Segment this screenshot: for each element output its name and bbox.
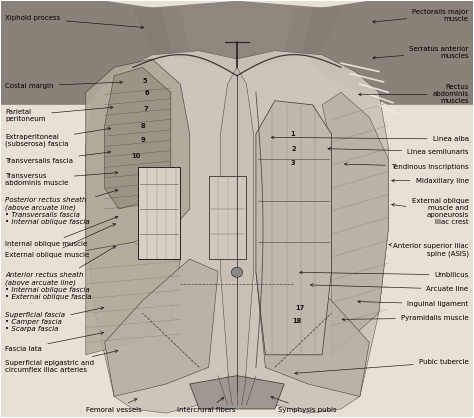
Text: 17: 17 — [296, 305, 305, 311]
Text: Intercrural fibers: Intercrural fibers — [177, 398, 236, 413]
Text: Pubic tubercle: Pubic tubercle — [295, 359, 469, 375]
Polygon shape — [303, 1, 474, 105]
Text: 10: 10 — [132, 153, 141, 159]
Text: Xiphoid process: Xiphoid process — [5, 15, 144, 29]
Polygon shape — [322, 92, 388, 355]
Text: Rectus
abdominis
muscles: Rectus abdominis muscles — [359, 84, 469, 104]
Text: Linea alba: Linea alba — [271, 136, 469, 142]
Polygon shape — [256, 259, 369, 397]
Text: Parietal
peritoneum: Parietal peritoneum — [5, 106, 113, 122]
Text: Superficial epigastric and
circumflex iliac arteries: Superficial epigastric and circumflex il… — [5, 350, 118, 373]
Polygon shape — [105, 259, 218, 397]
Text: 8: 8 — [141, 122, 146, 129]
Polygon shape — [86, 5, 190, 92]
Text: Anterior rectus sheath
(above arcuate line)
• Internal oblique fascia
• External: Anterior rectus sheath (above arcuate li… — [5, 246, 116, 300]
Text: Tendinous Inscriptions: Tendinous Inscriptions — [345, 163, 469, 170]
Circle shape — [231, 268, 243, 277]
Polygon shape — [209, 176, 246, 259]
Polygon shape — [220, 67, 254, 397]
Text: 1: 1 — [291, 131, 295, 137]
Text: 2: 2 — [292, 145, 296, 152]
Text: Transversalis fascia: Transversalis fascia — [5, 151, 110, 164]
Polygon shape — [133, 1, 341, 71]
Text: Umbilicus: Umbilicus — [300, 271, 469, 278]
Text: Costal margin: Costal margin — [5, 81, 122, 89]
Text: External oblique muscle: External oblique muscle — [5, 224, 116, 258]
Polygon shape — [190, 376, 284, 409]
Text: Femoral vessels: Femoral vessels — [86, 399, 142, 413]
Text: 18: 18 — [292, 318, 301, 324]
Text: 6: 6 — [145, 90, 149, 96]
Text: Symphysis pubis: Symphysis pubis — [271, 396, 336, 413]
Polygon shape — [138, 167, 180, 259]
Polygon shape — [86, 59, 190, 251]
Text: 9: 9 — [140, 137, 145, 143]
Polygon shape — [0, 1, 171, 105]
Text: Internal oblique muscle: Internal oblique muscle — [5, 216, 118, 247]
Text: Serratus anterior
muscles: Serratus anterior muscles — [373, 46, 469, 59]
Text: 3: 3 — [291, 160, 295, 166]
Text: Extraperitoneal
(subserosa) fascia: Extraperitoneal (subserosa) fascia — [5, 127, 111, 147]
Text: Inguinal ligament: Inguinal ligament — [358, 300, 469, 307]
Text: 7: 7 — [144, 106, 148, 112]
Polygon shape — [284, 5, 388, 92]
Text: Pectoralis major
muscle: Pectoralis major muscle — [373, 9, 469, 23]
Polygon shape — [105, 67, 171, 209]
Text: Anterior superior iliac
spine (ASIS): Anterior superior iliac spine (ASIS) — [389, 243, 469, 257]
Text: Linea semilunaris: Linea semilunaris — [328, 148, 469, 155]
Polygon shape — [256, 101, 331, 355]
Text: Midaxillary line: Midaxillary line — [392, 178, 469, 184]
Text: Fascia lata: Fascia lata — [5, 332, 104, 352]
Polygon shape — [86, 51, 388, 413]
Text: Posterior rectus sheath
(above arcuate line)
• Transversalis fascia
• Internal o: Posterior rectus sheath (above arcuate l… — [5, 189, 118, 225]
Text: Superficial fascia
• Camper fascia
• Scarpa fascia: Superficial fascia • Camper fascia • Sca… — [5, 307, 104, 332]
Text: 5: 5 — [143, 78, 147, 84]
Text: Transversus
abdominis muscle: Transversus abdominis muscle — [5, 171, 118, 186]
Text: External oblique
muscle and
aponeurosis
Iliac crest: External oblique muscle and aponeurosis … — [392, 198, 469, 224]
Text: Arcuate line: Arcuate line — [310, 284, 469, 292]
Text: Pyramidalis muscle: Pyramidalis muscle — [342, 315, 469, 321]
Polygon shape — [86, 242, 180, 355]
